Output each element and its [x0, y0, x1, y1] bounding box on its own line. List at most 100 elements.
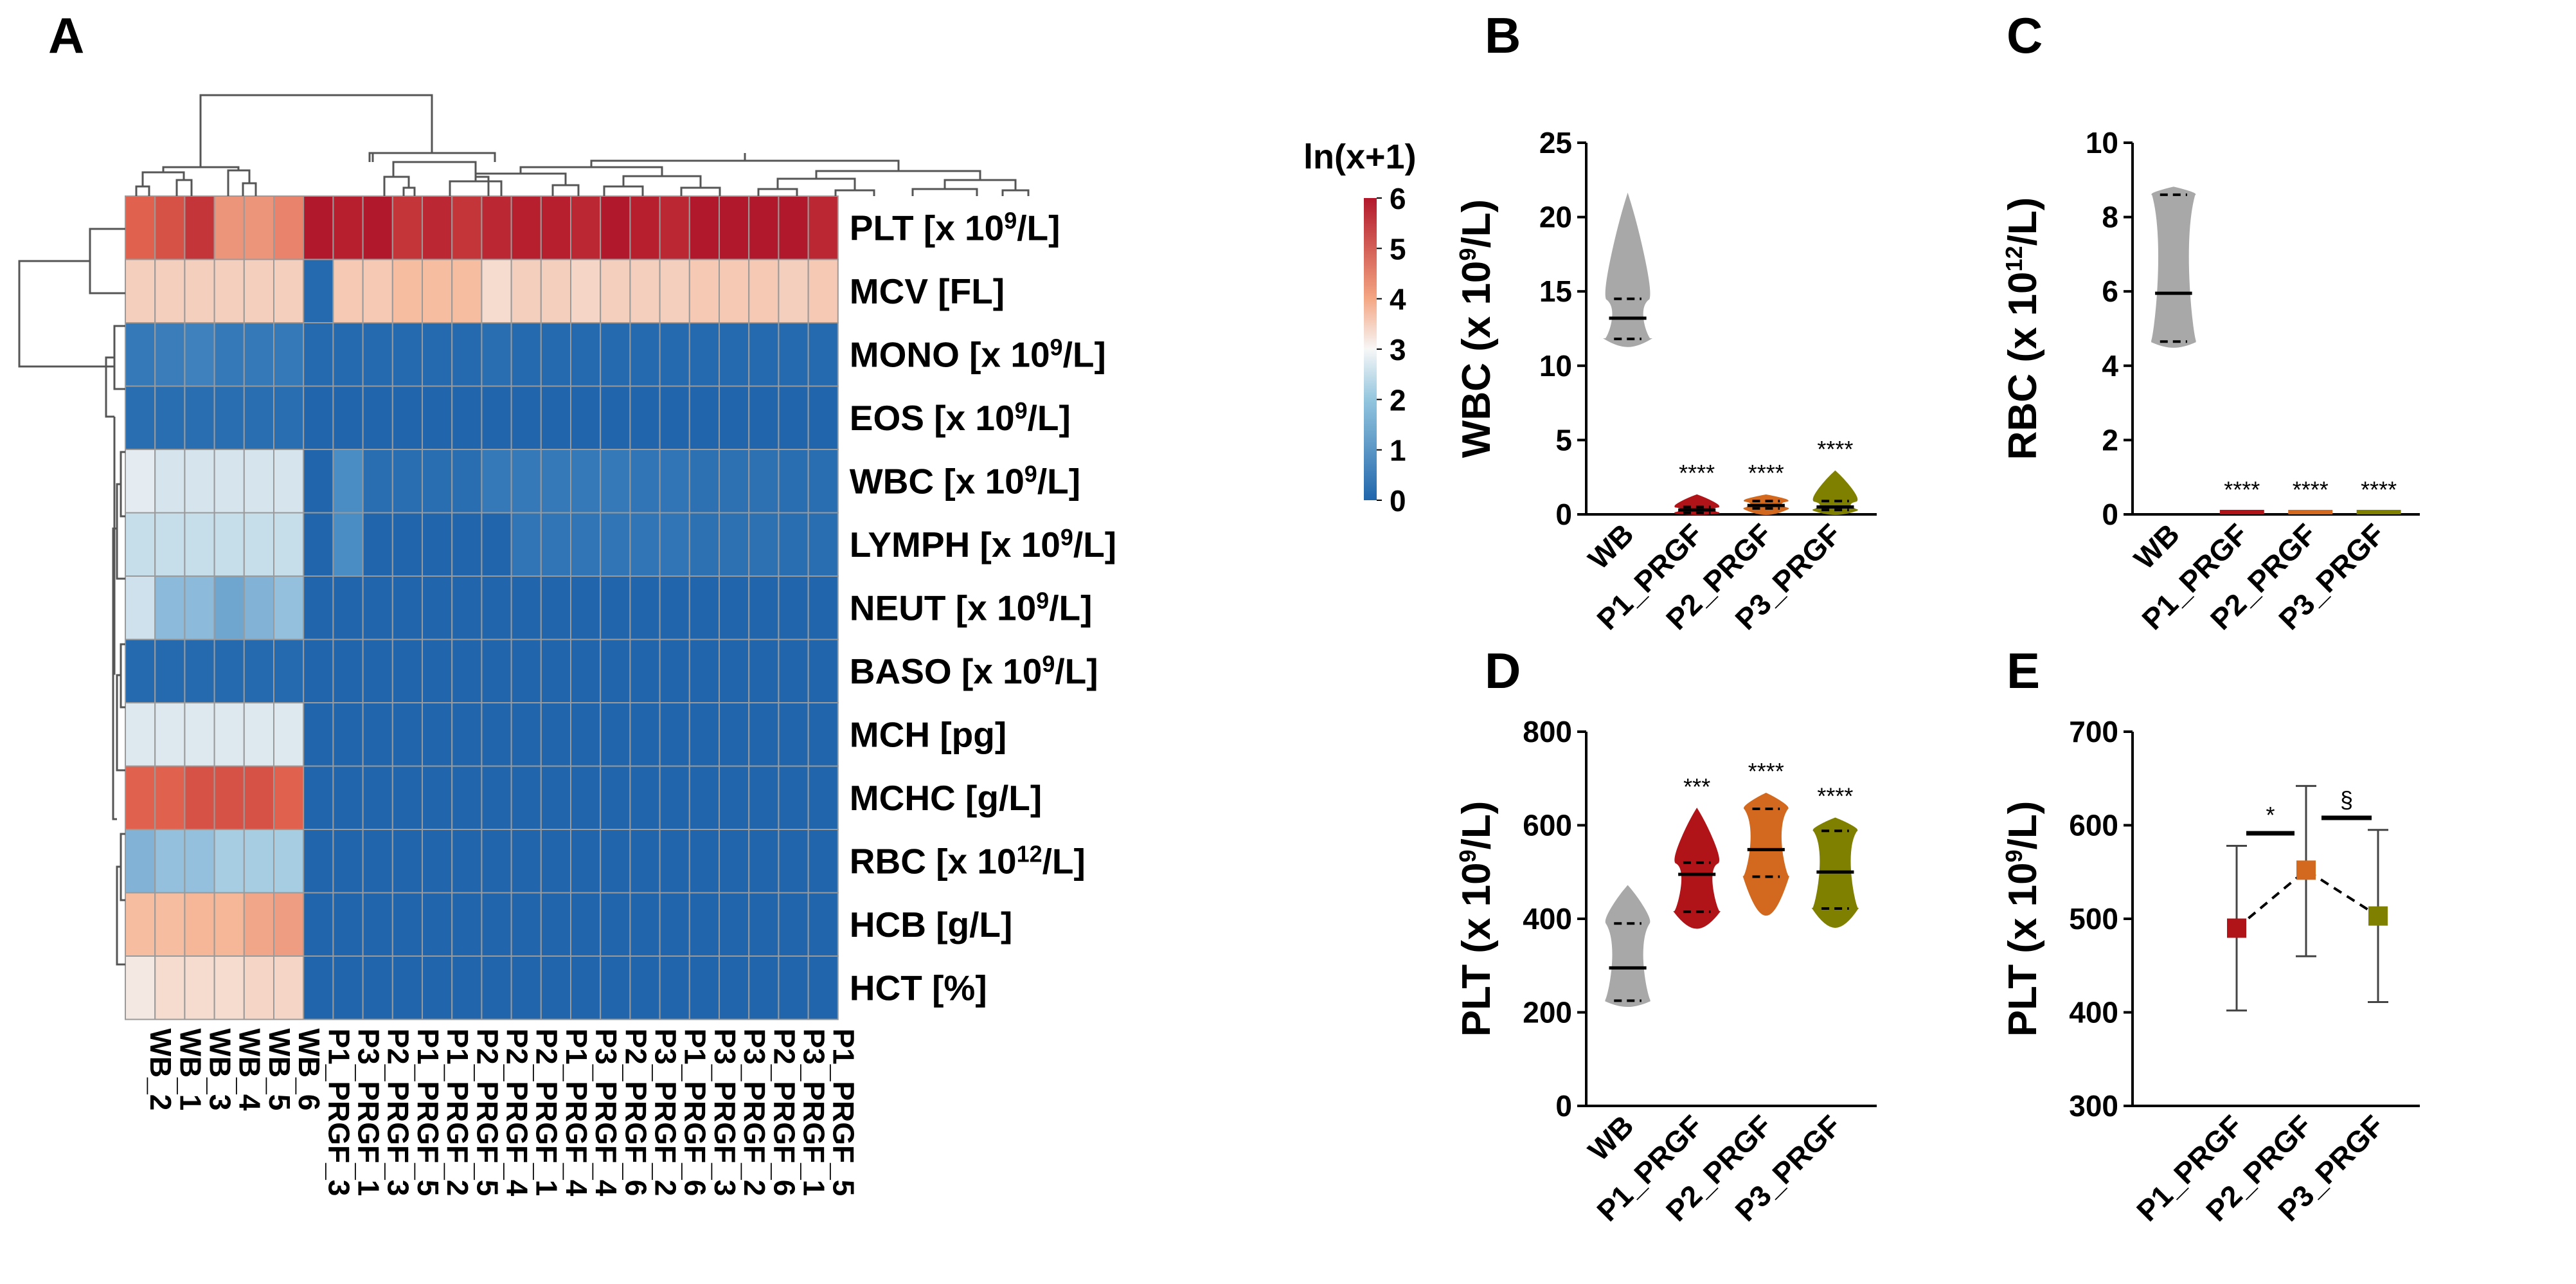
violin-WB — [2151, 186, 2197, 348]
heatmap-cell — [659, 258, 690, 323]
heatmap-cell — [629, 575, 661, 640]
heatmap-cell — [510, 449, 542, 514]
heatmap-cell — [125, 765, 156, 830]
heatmap-cell — [451, 892, 483, 957]
violin-P3_PRGF — [2356, 509, 2401, 514]
heatmap-cell — [303, 449, 334, 514]
heatmap-cell — [600, 829, 631, 894]
heatmap-cell — [303, 892, 334, 957]
heatmap-cell — [273, 829, 305, 894]
heatmap-cell — [778, 449, 809, 514]
legend-tick-label: 6 — [1390, 182, 1406, 215]
heatmap-cell — [154, 512, 186, 577]
row-label-superscript: 12 — [1017, 840, 1042, 867]
heatmap-cell — [629, 955, 661, 1020]
row-label-unit: /L] — [1063, 334, 1106, 374]
heatmap-cell — [391, 322, 423, 387]
heatmap-cell — [570, 575, 602, 640]
row-label-unit: /L] — [1042, 841, 1086, 881]
heatmap-cell — [273, 702, 305, 767]
heatmap-cell — [719, 638, 750, 703]
heatmap-cell — [213, 258, 245, 323]
heatmap-cell — [213, 638, 245, 703]
heatmap-cell — [332, 638, 364, 703]
heatmap-cell — [600, 955, 631, 1020]
y-axis-label-unit: /L) — [2001, 197, 2045, 246]
heatmap-cell — [748, 385, 780, 450]
row-label: MCV [FL] — [850, 271, 1005, 311]
heatmap-cell — [391, 702, 423, 767]
y-tick-label: 2 — [2102, 423, 2118, 457]
heatmap-cell — [540, 512, 571, 577]
heatmap-cell — [570, 512, 602, 577]
heatmap-cell — [125, 322, 156, 387]
heatmap-cell — [332, 385, 364, 450]
heatmap-cell — [748, 638, 780, 703]
significance-label: * — [2266, 802, 2275, 828]
row-label-text: RBC [x 10 — [850, 841, 1017, 881]
heatmap-cell — [391, 512, 423, 577]
heatmap-cell — [659, 575, 690, 640]
column-label: P1_PRGF_4 — [560, 1029, 593, 1197]
heatmap-cell — [540, 765, 571, 830]
heatmap-cell — [600, 638, 631, 703]
significance-stars: **** — [2361, 476, 2397, 503]
heatmap-cell — [362, 892, 393, 957]
row-label: EOS [x 109/L] — [850, 397, 1071, 438]
legend-tick-label: 5 — [1390, 232, 1406, 266]
heatmap-cell — [125, 829, 156, 894]
heatmap-cell — [184, 258, 215, 323]
row-label: BASO [x 109/L] — [850, 651, 1098, 691]
heatmap-cell — [748, 765, 780, 830]
panel-letter-e: E — [2007, 642, 2040, 699]
row-label-text: HCT [%] — [850, 968, 987, 1008]
column-label: P3_PRGF_3 — [708, 1029, 742, 1197]
heatmap-cell — [273, 638, 305, 703]
column-label: P3_PRGF_1 — [798, 1029, 831, 1197]
heatmap-cell — [125, 385, 156, 450]
heatmap-cell — [748, 892, 780, 957]
heatmap-cell — [719, 512, 750, 577]
row-label: HCT [%] — [850, 968, 987, 1008]
heatmap-cell — [362, 512, 393, 577]
heatmap-cell — [154, 955, 186, 1020]
heatmap-cell — [688, 575, 720, 640]
heatmap-cell — [510, 195, 542, 260]
heatmap-cell — [481, 765, 512, 830]
column-label: WB_3 — [204, 1029, 237, 1111]
y-axis-label: PLT (x 109/L) — [2001, 801, 2045, 1037]
heatmap-cell — [778, 322, 809, 387]
heatmap-cell — [154, 195, 186, 260]
heatmap-cell — [243, 385, 274, 450]
heatmap-cell — [778, 638, 809, 703]
y-tick-label: 15 — [1539, 275, 1572, 308]
heatmap-cell — [570, 955, 602, 1020]
heatmap-cell — [391, 575, 423, 640]
heatmap-row-labels: PLT [x 109/L]MCV [FL]MONO [x 109/L]EOS [… — [850, 207, 1116, 1008]
heatmap-cell — [659, 449, 690, 514]
heatmap-cell — [748, 195, 780, 260]
heatmap-cell — [184, 195, 215, 260]
heatmap-cell — [688, 892, 720, 957]
heatmap-cell — [481, 258, 512, 323]
heatmap-cell — [481, 195, 512, 260]
y-tick-label: 0 — [2102, 498, 2118, 531]
heatmap-cell — [332, 955, 364, 1020]
heatmap-cell — [332, 765, 364, 830]
heatmap-cell — [362, 829, 393, 894]
heatmap-cell — [659, 638, 690, 703]
heatmap-cell — [303, 638, 334, 703]
y-tick-label: 0 — [1555, 1089, 1572, 1123]
heatmap-cell — [451, 258, 483, 323]
heatmap-cell — [629, 892, 661, 957]
y-tick-label: 700 — [2069, 715, 2118, 748]
heatmap-cell — [422, 829, 453, 894]
row-label-text: PLT [x 10 — [850, 208, 1004, 248]
heatmap-cell — [778, 195, 809, 260]
heatmap-cell — [213, 195, 245, 260]
row-label-text: LYMPH [x 10 — [850, 525, 1060, 565]
mean-marker-P3_PRGF — [2368, 906, 2388, 926]
y-tick-label: 600 — [1523, 809, 1572, 842]
y-axis-label: PLT (x 109/L) — [1454, 801, 1499, 1037]
heatmap-cell — [570, 322, 602, 387]
